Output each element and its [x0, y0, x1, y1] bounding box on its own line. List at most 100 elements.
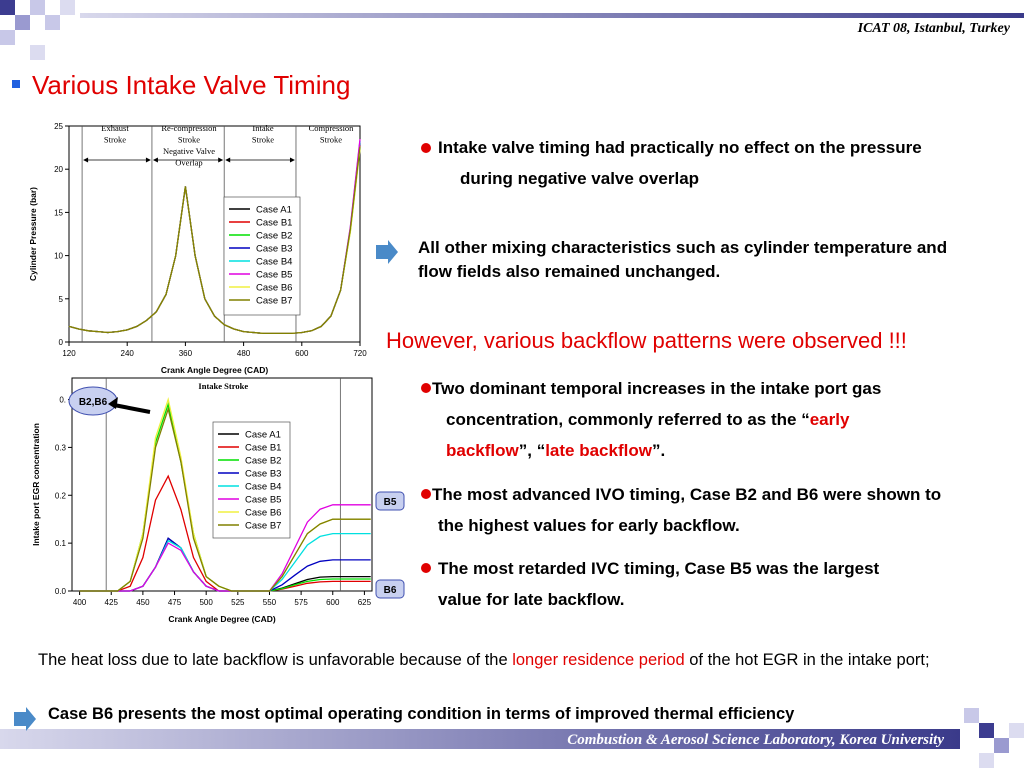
x-tick-label: 550 — [263, 598, 277, 607]
annotation: Intake — [252, 123, 273, 133]
note: Intake valve timing had practically no e… — [438, 132, 940, 194]
text-run: Two dominant temporal increases in the i… — [432, 379, 882, 429]
x-tick-label: 575 — [294, 598, 308, 607]
square — [964, 708, 979, 723]
footer: Combustion & Aerosol Science Laboratory,… — [567, 732, 944, 748]
x-tick-label: 400 — [73, 598, 87, 607]
legend-label: Case B3 — [256, 244, 292, 255]
legend-label: Case B7 — [256, 296, 292, 307]
annotation: Exhaust — [101, 123, 129, 133]
text-run: Case B6 presents the most optimal operat… — [48, 705, 795, 723]
note: The most advanced IVO timing, Case B2 an… — [432, 479, 948, 541]
series-line — [68, 144, 361, 335]
legend-label: Case A1 — [245, 430, 281, 441]
x-tick-label: 120 — [62, 349, 76, 358]
square — [0, 0, 15, 15]
bottom-bar — [0, 729, 960, 749]
callout-arrow — [113, 403, 151, 414]
note: However, various backflow patterns were … — [386, 325, 1006, 356]
series-line — [68, 140, 361, 335]
square — [0, 30, 15, 45]
y-tick-label: 0 — [59, 338, 64, 347]
x-tick-label: 525 — [231, 598, 245, 607]
y-tick-label: 25 — [54, 122, 63, 131]
series-line — [79, 537, 371, 592]
x-tick-label: 480 — [237, 349, 251, 358]
y-tick-label: 5 — [59, 295, 64, 304]
series-line — [68, 149, 361, 335]
text-run: longer residence period — [512, 651, 685, 669]
x-tick-label: 600 — [295, 349, 309, 358]
annotation: Negative Valve — [163, 146, 215, 156]
legend-box — [212, 421, 291, 539]
series-line — [68, 141, 361, 335]
series-line — [68, 146, 361, 335]
annotation: Stroke — [320, 135, 342, 145]
title: Various Intake Valve Timing — [32, 70, 350, 100]
series-line — [79, 537, 371, 592]
text-run: ”. — [651, 441, 666, 460]
arrow-icon — [376, 240, 398, 264]
x-tick-label: 240 — [121, 349, 135, 358]
callout — [375, 491, 405, 511]
legend-label: Case B5 — [256, 270, 292, 281]
legend-box — [223, 196, 301, 316]
callout-label: B2,B6 — [79, 397, 108, 408]
square — [60, 0, 75, 15]
text-run: The most retarded IVC timing, Case B5 wa… — [438, 559, 880, 609]
x-tick-label: 720 — [353, 349, 367, 358]
text-run: However, various backflow patterns were … — [386, 328, 907, 353]
note: Case B6 presents the most optimal operat… — [48, 702, 968, 726]
text-run: All other mixing characteristics such as… — [418, 238, 948, 281]
x-tick-label: 450 — [136, 598, 150, 607]
callout-label: B5 — [384, 497, 397, 508]
square — [979, 723, 994, 738]
callout-arrow-head — [108, 397, 118, 409]
x-axis-title: Crank Angle Degree (CAD) — [161, 365, 269, 375]
bullet — [421, 383, 431, 393]
arrow-icon — [14, 707, 36, 731]
bullet — [421, 563, 431, 573]
plot-frame — [68, 125, 361, 343]
y-axis-title: Cylinder Pressure (bar) — [28, 187, 38, 281]
square — [45, 15, 60, 30]
callout — [375, 579, 405, 599]
y-tick-label: 0. — [59, 396, 66, 405]
text-run: The heat loss due to late backflow is un… — [38, 651, 513, 669]
square — [30, 0, 45, 15]
annotation: Stroke — [178, 135, 200, 145]
legend-label: Case B1 — [256, 218, 292, 229]
note: All other mixing characteristics such as… — [418, 236, 948, 284]
x-tick-label: 360 — [179, 349, 193, 358]
text-run: The most advanced IVO timing, Case B2 an… — [432, 485, 942, 535]
legend-label: Case B7 — [245, 521, 281, 532]
y-tick-label: 0.1 — [55, 539, 67, 548]
callout-label: B6 — [384, 585, 397, 596]
legend-label: Case B4 — [256, 257, 292, 268]
series-line — [68, 147, 361, 335]
legend-label: Case B2 — [256, 231, 292, 242]
annotation: Overlap — [175, 158, 202, 168]
x-axis-title: Crank Angle Degree (CAD) — [168, 614, 276, 624]
y-tick-label: 15 — [54, 208, 63, 217]
y-tick-label: 0.2 — [55, 491, 67, 500]
text-run: of the hot EGR in the intake port; — [684, 651, 930, 669]
series-line — [79, 532, 371, 592]
text-run: Intake valve timing had practically no e… — [438, 138, 922, 188]
text-run: early backflow — [446, 410, 850, 460]
series-line — [79, 504, 371, 592]
square — [979, 753, 994, 768]
square — [1009, 723, 1024, 738]
top-bar — [80, 13, 1024, 18]
text-run: late backflow — [545, 441, 652, 460]
square — [994, 738, 1009, 753]
series-line — [68, 143, 361, 335]
text-run: ”, “ — [518, 441, 546, 460]
legend-label: Case B6 — [256, 283, 292, 294]
square — [30, 45, 45, 60]
bullet — [421, 143, 431, 153]
legend-label: Case B6 — [245, 508, 281, 519]
header: ICAT 08, Istanbul, Turkey — [857, 21, 1011, 36]
